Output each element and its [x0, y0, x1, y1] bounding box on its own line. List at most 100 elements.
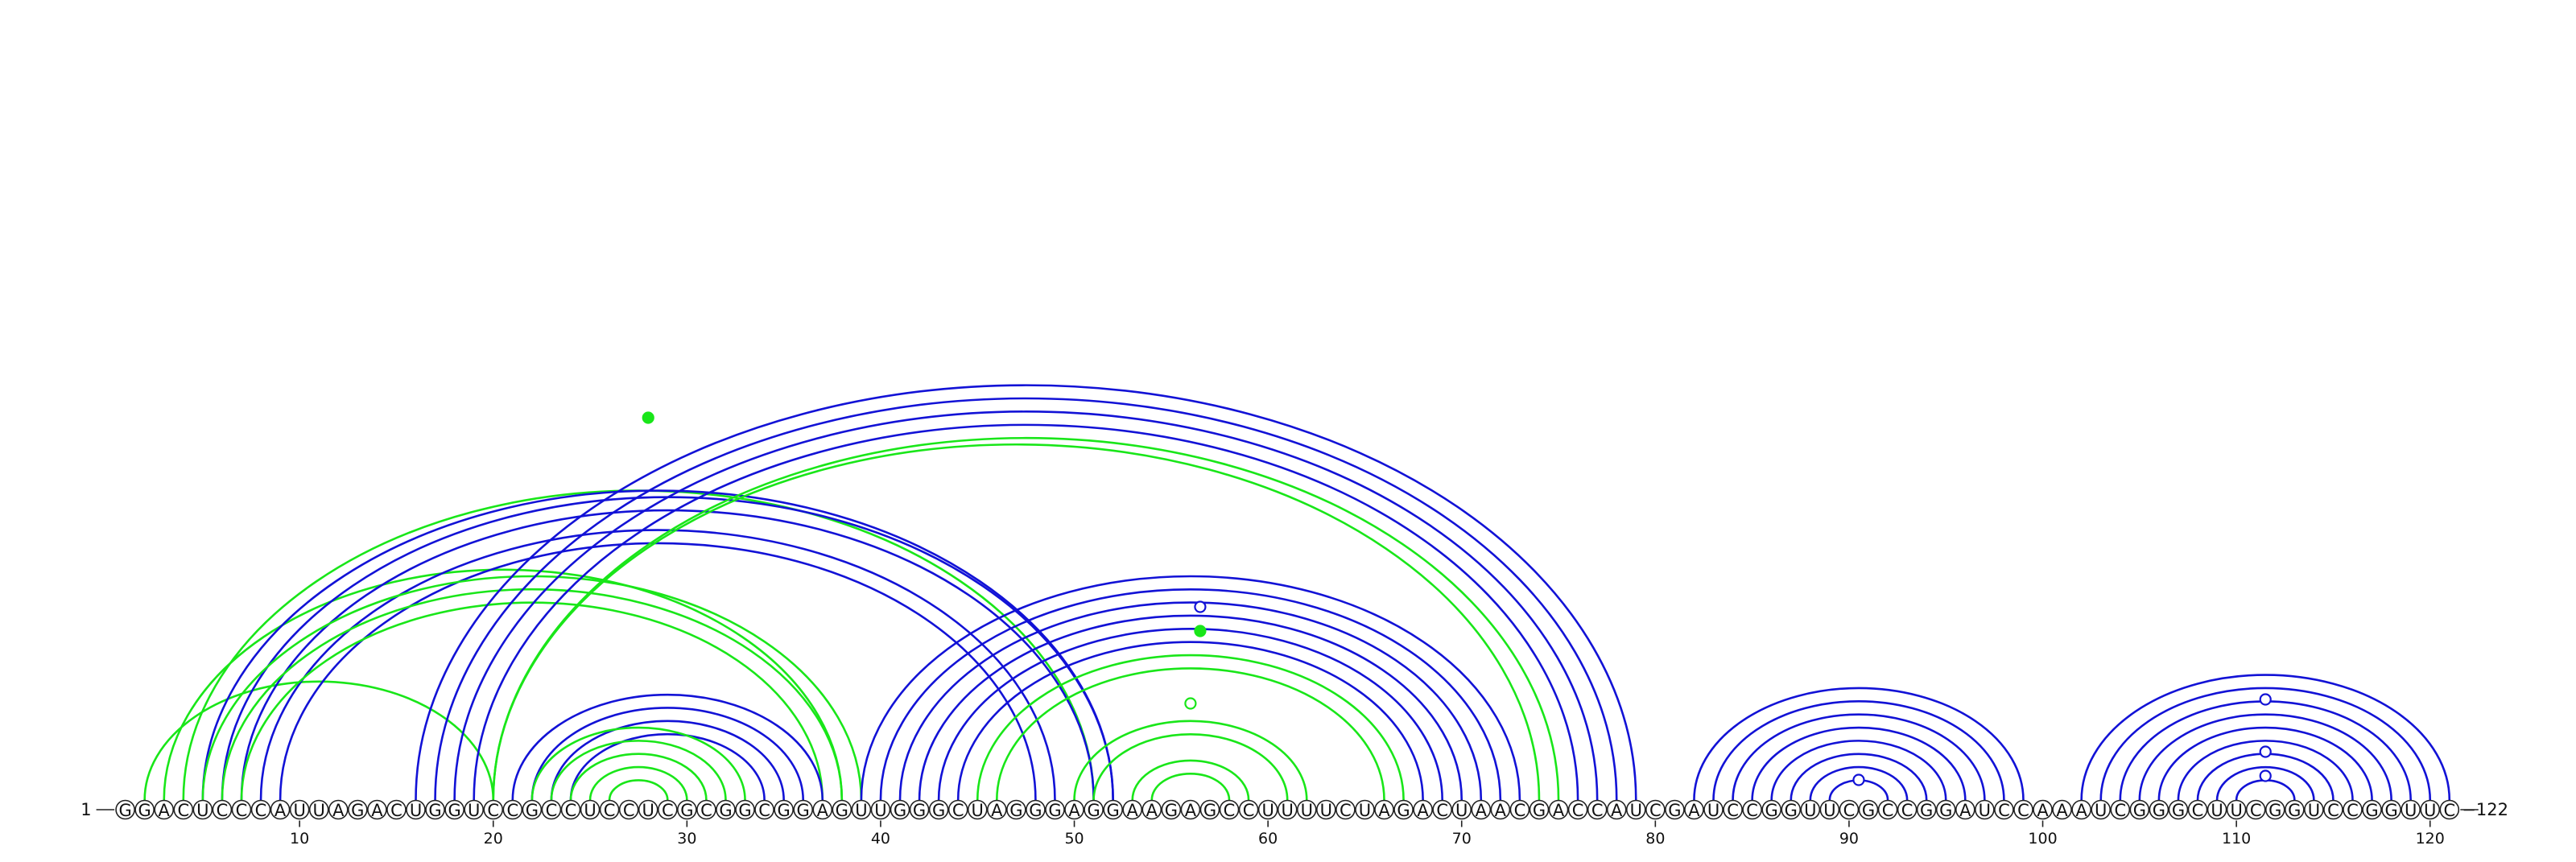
nucleotide-circle [2439, 799, 2460, 820]
nucleotide-circle [1684, 799, 1704, 820]
nucleotide-29: C [657, 799, 678, 820]
arc-marker-4 [1852, 773, 1865, 786]
nucleotide-circle [425, 799, 445, 820]
nucleotide-circle [1606, 799, 1627, 820]
nucleotide-circle [502, 799, 523, 820]
nucleotide-circle [947, 799, 968, 820]
tick-label-30: 30 [677, 830, 696, 848]
nucleotide-letter: G [1920, 801, 1933, 820]
axis-layer: 1 −122 [80, 800, 2508, 819]
nucleotide-circle [560, 799, 581, 820]
nucleotide-circle [618, 799, 639, 820]
nucleotide-85: C [1742, 799, 1762, 820]
nucleotide-letter: G [1048, 801, 1061, 820]
nucleotide-102: A [2071, 799, 2091, 820]
nucleotide-67: G [1393, 799, 1414, 820]
nucleotide-letter: C [177, 801, 189, 820]
nucleotide-119: U [2401, 799, 2421, 820]
nucleotide-circle [2187, 799, 2208, 820]
nucleotide-letter: A [1146, 801, 1158, 820]
nucleotide-letter: A [332, 801, 345, 820]
pair-arc-19-76 [473, 423, 1579, 801]
nucleotide-25: U [580, 799, 601, 820]
pair-arc-21-37 [511, 693, 824, 801]
nucleotide-circle [928, 799, 949, 820]
arc-marker-6 [2259, 745, 2272, 758]
nucleotide-letter: C [1243, 801, 1255, 820]
nucleotide-73: C [1509, 799, 1530, 820]
pair-arc-105-118 [2138, 713, 2392, 801]
nucleotide-48: G [1026, 799, 1046, 820]
nucleotide-letter: G [1397, 801, 1410, 820]
nucleotide-54: A [1141, 799, 1162, 820]
nucleotide-100: A [2033, 799, 2053, 820]
nucleotide-letter: U [1282, 801, 1294, 820]
nucleotide-circle [308, 799, 329, 820]
nucleotide-6: C [212, 799, 233, 820]
nucleotide-75: A [1548, 799, 1569, 820]
nucleotide-62: U [1296, 799, 1317, 820]
nucleotide-80: C [1645, 799, 1666, 820]
nucleotide-circle [1625, 799, 1646, 820]
nucleotide-circle [1994, 799, 2014, 820]
nucleotide-37: A [812, 799, 833, 820]
nucleotide-circle [1916, 799, 1937, 820]
pair-arc-6-38 [221, 588, 844, 801]
nucleotide-108: C [2187, 799, 2208, 820]
nucleotide-116: C [2343, 799, 2363, 820]
nucleotide-letter: G [1087, 801, 1100, 820]
nucleotide-20: C [483, 799, 504, 820]
nucleotide-circle [2149, 799, 2169, 820]
nucleotide-letter: C [2192, 801, 2204, 820]
nucleotide-10: U [289, 799, 310, 820]
nucleotide-letter: C [2327, 801, 2339, 820]
nucleotide-circle [2129, 799, 2150, 820]
nucleotide-circle [1471, 799, 1492, 820]
nucleotide-40: U [870, 799, 891, 820]
nucleotide-circle [250, 799, 271, 820]
tick-label-100: 100 [2028, 830, 2057, 848]
nucleotide-circle [1141, 799, 1162, 820]
nucleotide-circle [444, 799, 464, 820]
nucleotide-letter: U [313, 801, 325, 820]
nucleotide-letter: G [2365, 801, 2378, 820]
nucleotide-circle [1509, 799, 1530, 820]
nucleotide-circle [657, 799, 678, 820]
nucleotide-circle [754, 799, 774, 820]
nucleotide-circle [541, 799, 562, 820]
nucleotide-letter: U [196, 801, 208, 820]
nucleotide-circle [1703, 799, 1724, 820]
nucleotide-letter: G [1765, 801, 1778, 820]
nucleotide-105: G [2129, 799, 2150, 820]
nucleotide-letter: C [1843, 801, 1856, 820]
nucleotide-letter: U [874, 801, 886, 820]
nucleotide-letter: A [2056, 801, 2068, 820]
nucleotide-115: C [2323, 799, 2343, 820]
nucleotide-109: U [2207, 799, 2227, 820]
nucleotide-circle [270, 799, 291, 820]
nucleotide-letter: C [1649, 801, 1662, 820]
nucleotide-82: A [1684, 799, 1704, 820]
nucleotide-letter: U [468, 801, 480, 820]
pair-arc-5-52 [201, 489, 1114, 801]
nucleotide-letter: G [797, 801, 810, 820]
pair-arc-85-96 [1751, 726, 1967, 801]
nucleotide-circle [2323, 799, 2343, 820]
pair-arc-41-71 [898, 601, 1483, 801]
nucleotide-circle [2304, 799, 2324, 820]
nucleotide-circle [2245, 799, 2266, 820]
nucleotide-circle [1277, 799, 1298, 820]
nucleotide-77: C [1587, 799, 1608, 820]
nucleotide-28: U [638, 799, 658, 820]
nucleotide-11: U [308, 799, 329, 820]
nucleotide-circle [851, 799, 872, 820]
pair-arc-26-29 [608, 779, 669, 801]
nucleotide-letter: U [2308, 801, 2320, 820]
nucleotide-letter: G [2153, 801, 2165, 820]
nucleotide-letter: G [1533, 801, 1546, 820]
nucleotide-18: G [444, 799, 464, 820]
nucleotide-circle [1432, 799, 1452, 820]
